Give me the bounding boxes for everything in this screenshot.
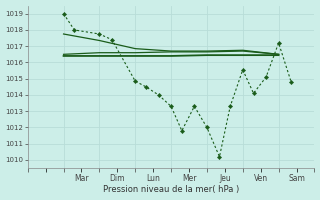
X-axis label: Pression niveau de la mer( hPa ): Pression niveau de la mer( hPa ) [103, 185, 239, 194]
